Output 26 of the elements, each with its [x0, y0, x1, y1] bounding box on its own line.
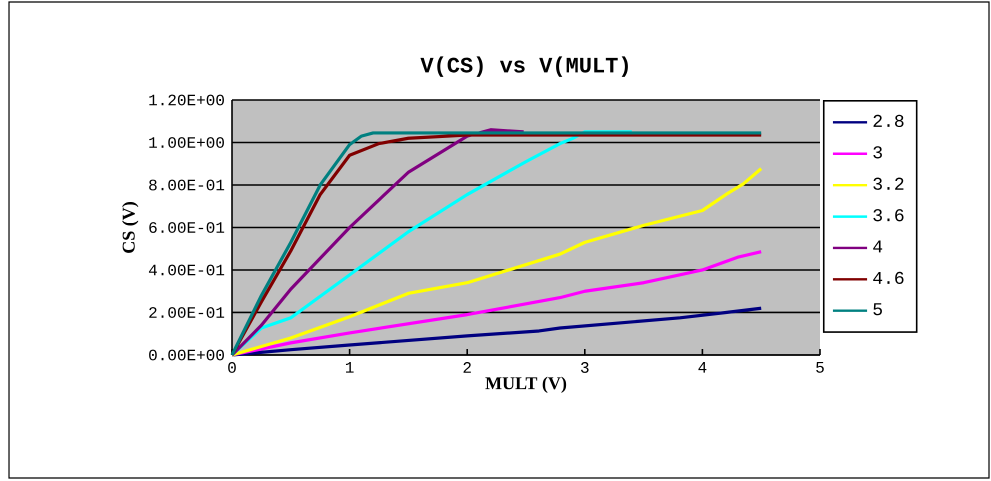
x-tick-label: 4	[698, 362, 706, 373]
x-tick-label: 0	[228, 362, 236, 373]
x-axis-title: MULT (V)	[485, 376, 566, 393]
line-series	[230, 306, 763, 357]
legend-label: 3.6	[873, 209, 904, 222]
y-tick-label: 0.00E+00	[149, 350, 224, 360]
x-tick-label: 5	[816, 362, 824, 373]
legend-label: 3	[873, 146, 882, 158]
x-tick-label: 1	[346, 362, 354, 373]
legend-label: 5	[873, 303, 882, 316]
y-axis-title: CS (V)	[122, 202, 138, 253]
legend-label: 3.2	[873, 178, 904, 190]
line-series	[230, 128, 526, 357]
y-tick-label: 6.00E-01	[149, 222, 224, 233]
y-tick-label: 1.00E+00	[149, 137, 224, 148]
x-tick-label: 3	[581, 362, 589, 373]
y-tick-label: 1.20E+00	[149, 94, 224, 106]
legend-label: 2.8	[874, 114, 904, 128]
y-tick-label: 4.00E-01	[148, 264, 224, 276]
legend-label: 4.6	[873, 272, 904, 284]
legend-label: 4	[873, 240, 882, 252]
line-series	[230, 167, 763, 357]
y-tick-label: 8.00E-01	[149, 180, 224, 190]
chart-title: V(CS) vs V(MULT)	[420, 56, 628, 77]
y-tick-label: 2.00E-01	[149, 307, 224, 318]
x-tick-label: 2	[464, 362, 471, 373]
